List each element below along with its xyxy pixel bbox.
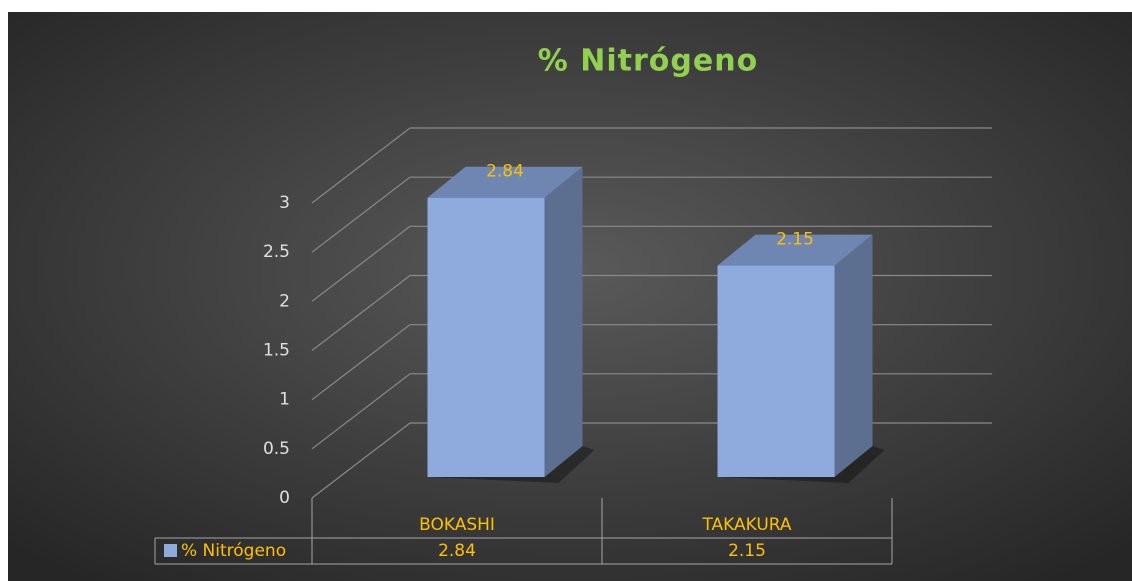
bar-side	[834, 234, 873, 477]
table-value: 2.84	[438, 541, 476, 561]
chart-title: % Nitrógeno	[538, 44, 758, 79]
bar-side	[544, 166, 583, 477]
bar	[427, 197, 545, 477]
bar	[717, 265, 835, 477]
legend-label: % Nitrógeno	[181, 541, 286, 561]
y-tick-label: 0	[279, 488, 290, 508]
grid-line	[311, 225, 992, 302]
legend-swatch	[164, 544, 177, 557]
table-value: 2.15	[728, 541, 766, 561]
y-tick-label: 3	[279, 193, 290, 213]
grid-line	[311, 127, 992, 204]
bar-top	[427, 166, 583, 198]
data-label: 2.84	[486, 162, 524, 182]
y-tick-label: 0.5	[263, 439, 290, 459]
bar-top	[717, 234, 873, 266]
y-tick-label: 1	[279, 390, 290, 410]
bar-shadow	[427, 446, 595, 483]
bar-shadow	[717, 446, 885, 483]
x-tick-label: BOKASHI	[419, 515, 495, 535]
x-tick-label: TAKAKURA	[701, 515, 791, 535]
grid-line	[311, 176, 992, 253]
y-tick-label: 1.5	[263, 341, 290, 361]
y-tick-label: 2	[279, 291, 290, 311]
data-label: 2.15	[776, 230, 814, 250]
y-tick-label: 2.5	[263, 242, 290, 262]
